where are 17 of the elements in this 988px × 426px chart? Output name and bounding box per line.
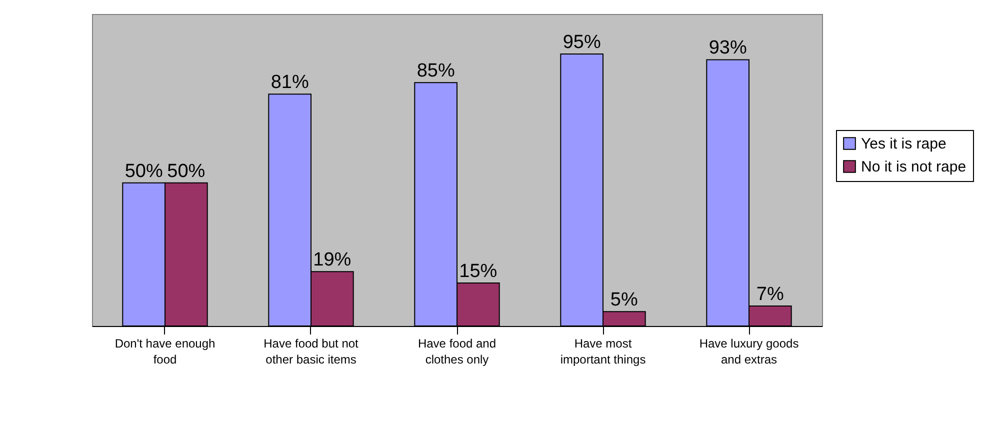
data-label: 95% [562, 32, 601, 53]
data-label: 93% [708, 38, 747, 59]
x-tick-label: Don't have enough food [114, 336, 216, 366]
legend-label: Yes it is rape [861, 136, 946, 152]
data-label: 81% [270, 72, 309, 94]
data-label: 50% [124, 160, 163, 182]
data-label: 15% [459, 261, 498, 282]
legend-label: No it is not rape [861, 158, 966, 176]
data-label: 85% [416, 60, 455, 82]
x-tick-label: Have food and clothes only [418, 336, 496, 366]
data-label: 19% [313, 250, 352, 271]
x-tick-label: Have luxury goods and extras [699, 336, 799, 366]
data-label: 50% [167, 160, 206, 182]
x-tick-label: Have food but not other basic items [264, 336, 360, 366]
data-label: 5% [610, 290, 638, 311]
data-label: 7% [756, 284, 784, 305]
x-tick-label: Have most important things [560, 336, 646, 366]
